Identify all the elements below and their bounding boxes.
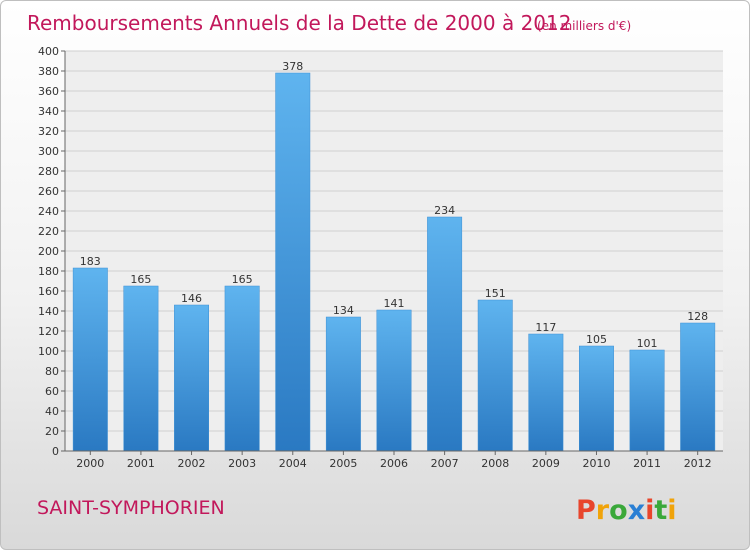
bar-2000: [72, 267, 108, 452]
x-tick-label: 2000: [76, 457, 104, 470]
y-tick-label: 300: [38, 145, 59, 158]
x-tick-label: 2010: [582, 457, 610, 470]
value-label: 128: [687, 310, 708, 323]
x-tick-label: 2005: [329, 457, 357, 470]
logo-letter: r: [596, 495, 610, 526]
x-tick-label: 2004: [279, 457, 307, 470]
bar-2007: [427, 216, 463, 452]
value-label: 105: [586, 333, 607, 346]
y-tick-label: 80: [45, 365, 59, 378]
bar-2010: [579, 345, 614, 452]
bar-2001: [123, 285, 159, 452]
logo-letter: i: [667, 495, 676, 526]
chart-title: Remboursements Annuels de la Dette de 20…: [27, 11, 571, 35]
proxiti-logo: Proxiti: [576, 495, 677, 526]
y-tick-label: 260: [38, 185, 59, 198]
bars-layer: 183 165 146 165 378 134 141 234 151 117 105 101 128: [72, 60, 716, 452]
y-tick-label: 200: [38, 245, 59, 258]
x-tick-label: 2003: [228, 457, 256, 470]
logo-letter: x: [628, 495, 645, 526]
y-tick-label: 40: [45, 405, 59, 418]
bar-2011: [629, 349, 665, 452]
axis-layer: 0 20 40 60 80 100 120 140 160 180 200 220 240 260 280 3…: [38, 45, 723, 470]
logo-letter: P: [576, 495, 596, 526]
bar-2012: [680, 322, 716, 452]
x-tick-label: 2006: [380, 457, 408, 470]
x-tick-label: 2001: [127, 457, 155, 470]
y-tick-label: 220: [38, 225, 59, 238]
logo-letter: o: [609, 495, 628, 526]
y-tick-label: 240: [38, 205, 59, 218]
bar-2003: [224, 285, 260, 452]
y-tick-label: 140: [38, 305, 59, 318]
value-label: 183: [80, 255, 101, 268]
y-tick-label: 160: [38, 285, 59, 298]
bar-2004: [275, 72, 311, 452]
y-tick-label: 20: [45, 425, 59, 438]
bar-2005: [325, 316, 361, 452]
logo-text: Proxiti: [576, 495, 677, 526]
chart-subtitle: (en milliers d'€): [537, 19, 631, 33]
y-tick-label: 400: [38, 45, 59, 58]
value-label: 378: [282, 60, 303, 73]
x-tick-label: 2008: [481, 457, 509, 470]
y-tick-label: 100: [38, 345, 59, 358]
value-label: 117: [535, 321, 556, 334]
value-label: 151: [485, 287, 506, 300]
y-tick-label: 340: [38, 105, 59, 118]
y-tick-label: 320: [38, 125, 59, 138]
y-tick-label: 380: [38, 65, 59, 78]
value-label: 141: [384, 297, 405, 310]
logo-letter: i: [645, 495, 654, 526]
value-label: 134: [333, 304, 354, 317]
bar-2009: [528, 333, 564, 452]
x-tick-label: 2012: [684, 457, 712, 470]
value-label: 165: [232, 273, 253, 286]
y-tick-label: 180: [38, 265, 59, 278]
value-label: 234: [434, 204, 455, 217]
bar-2008: [477, 299, 513, 452]
logo-letter: t: [654, 495, 667, 526]
bar-2006: [376, 309, 412, 452]
x-tick-label: 2011: [633, 457, 661, 470]
value-label: 146: [181, 292, 202, 305]
value-label: 165: [130, 273, 151, 286]
town-name: SAINT-SYMPHORIEN: [37, 497, 225, 519]
y-tick-label: 0: [52, 445, 59, 458]
x-tick-label: 2009: [532, 457, 560, 470]
x-tick-label: 2007: [431, 457, 459, 470]
value-label: 101: [637, 337, 658, 350]
y-tick-label: 60: [45, 385, 59, 398]
y-tick-label: 120: [38, 325, 59, 338]
x-tick-label: 2002: [178, 457, 206, 470]
bar-2002: [174, 304, 209, 452]
y-tick-label: 280: [38, 165, 59, 178]
y-tick-label: 360: [38, 85, 59, 98]
